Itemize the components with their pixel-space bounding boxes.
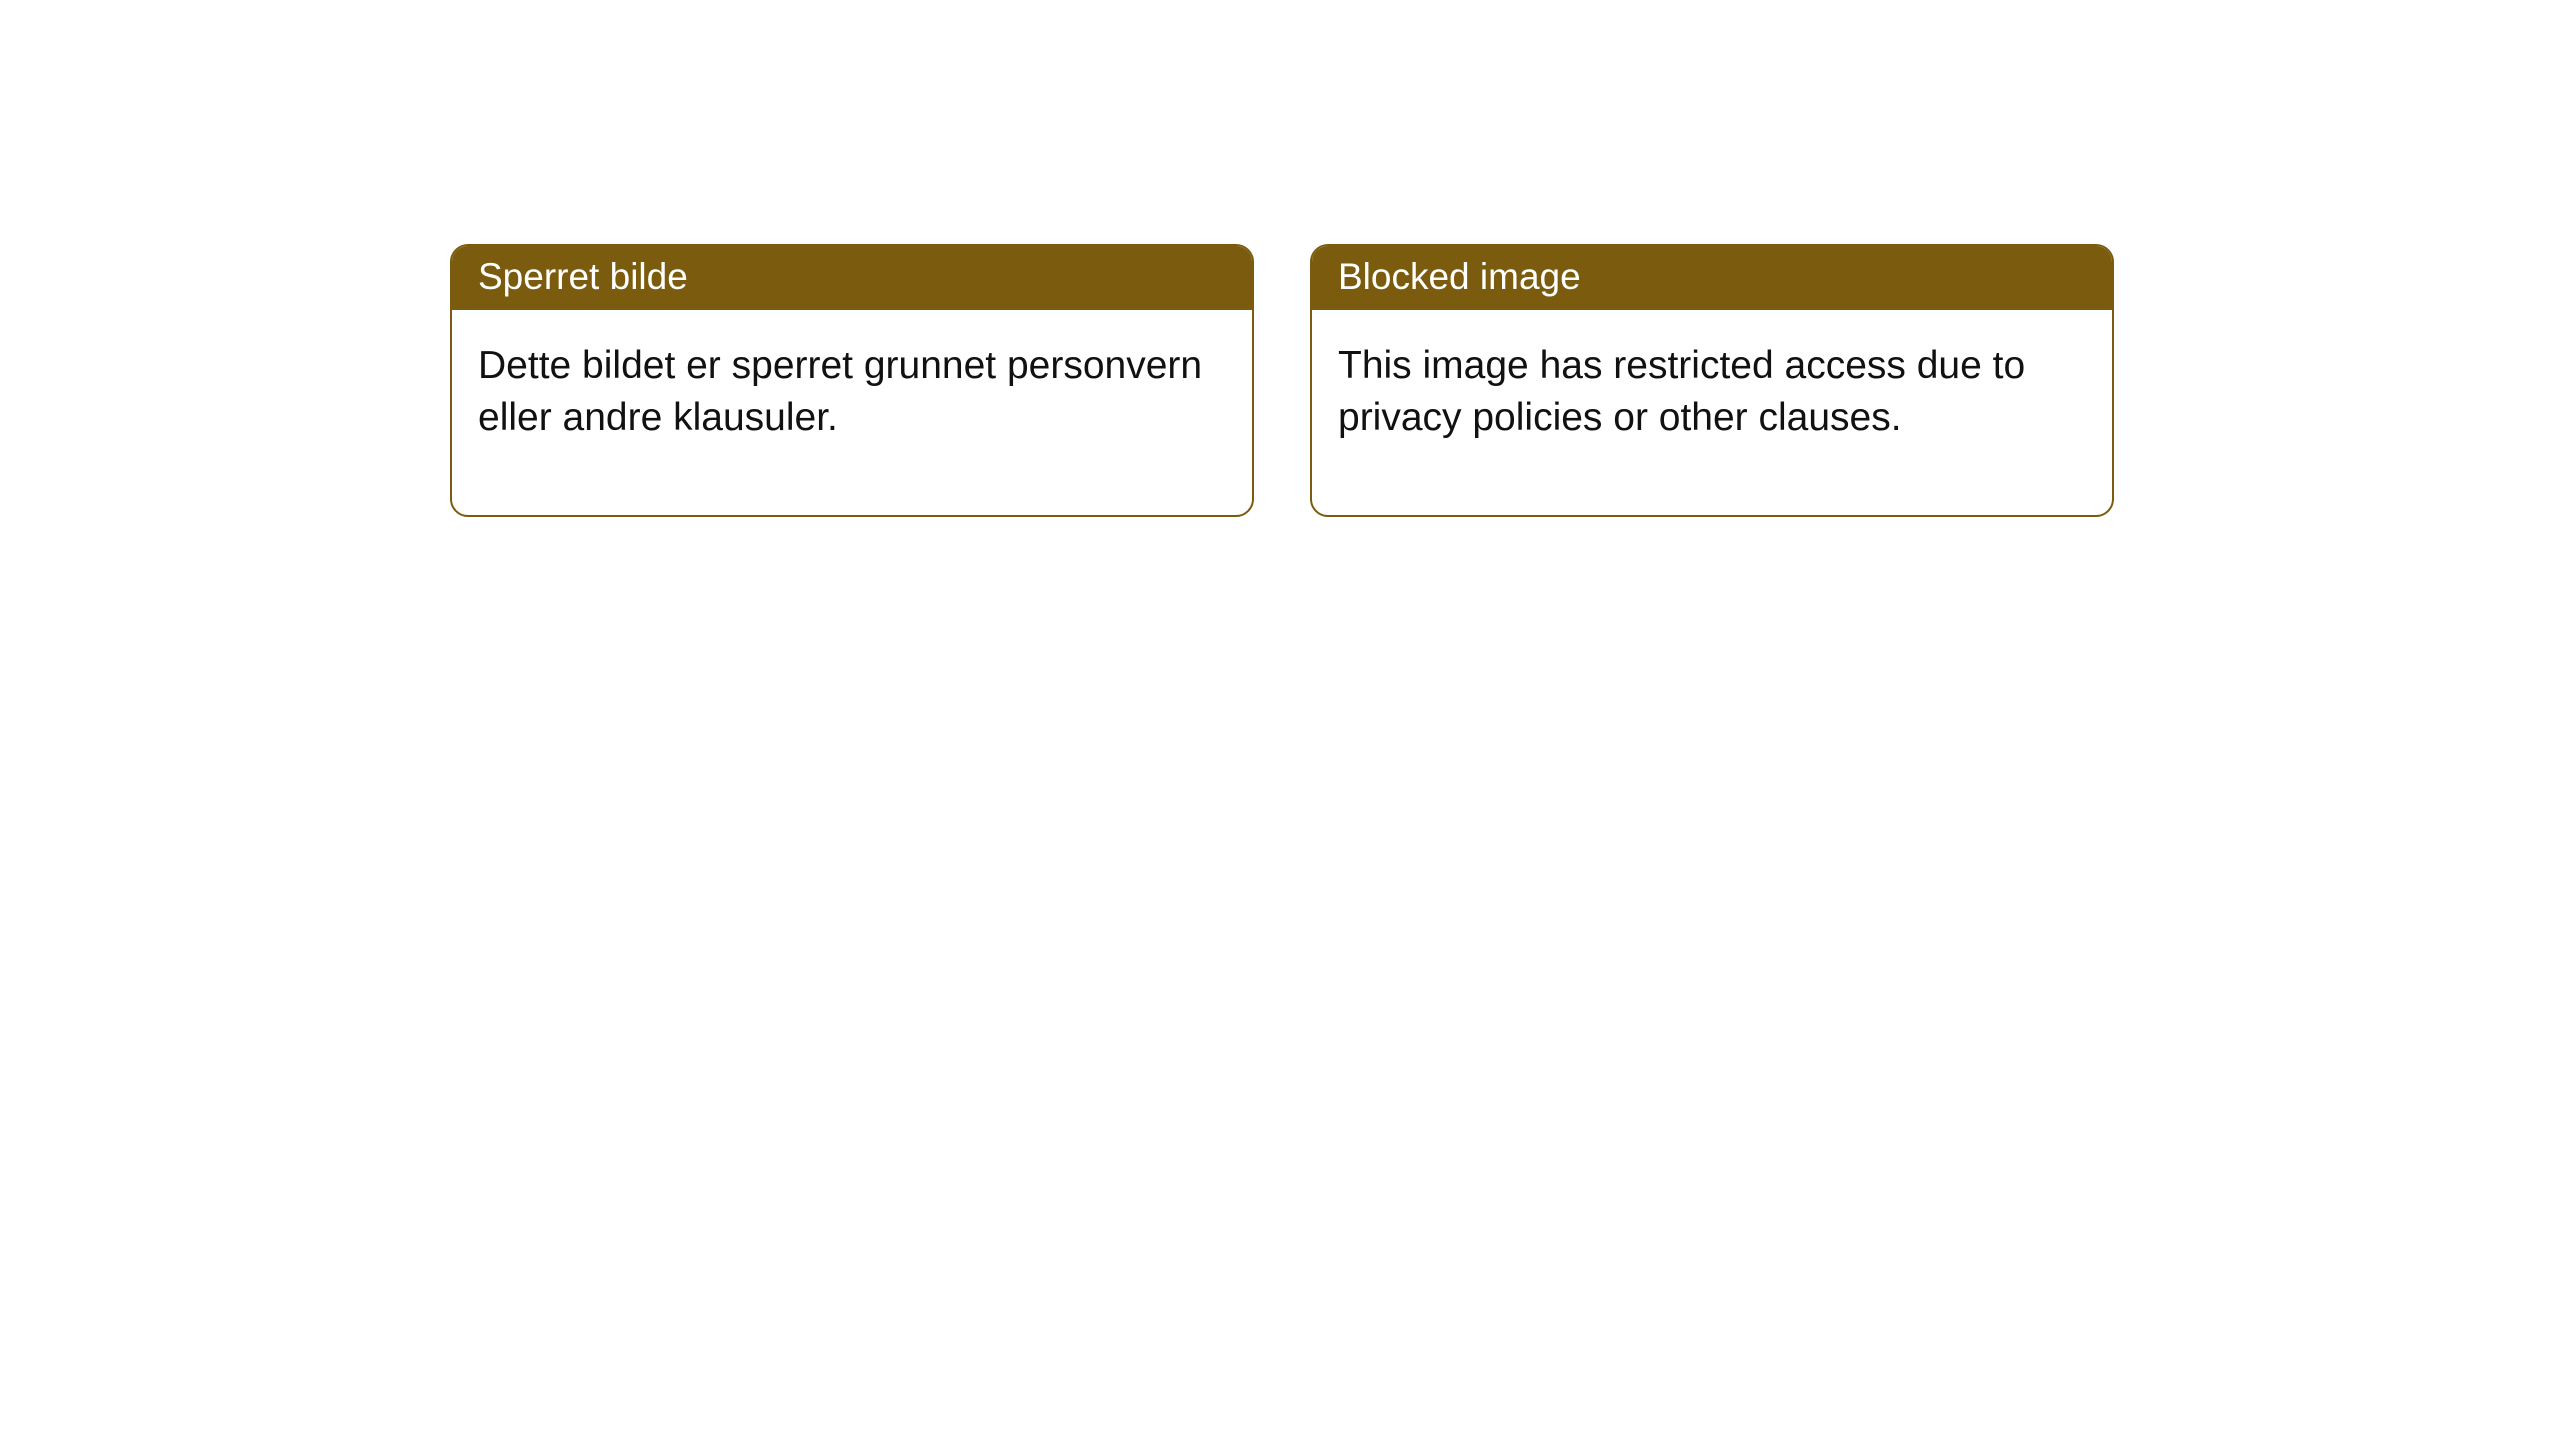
card-title-no: Sperret bilde [452,246,1252,310]
card-title-en: Blocked image [1312,246,2112,310]
notice-cards-row: Sperret bilde Dette bildet er sperret gr… [0,0,2560,517]
card-body-no: Dette bildet er sperret grunnet personve… [452,310,1252,515]
blocked-image-card-en: Blocked image This image has restricted … [1310,244,2114,517]
card-body-en: This image has restricted access due to … [1312,310,2112,515]
blocked-image-card-no: Sperret bilde Dette bildet er sperret gr… [450,244,1254,517]
